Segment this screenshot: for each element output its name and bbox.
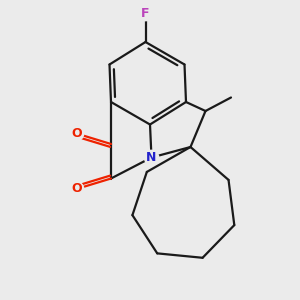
Text: N: N [146, 151, 157, 164]
Text: O: O [71, 182, 82, 196]
Circle shape [69, 182, 84, 196]
Circle shape [69, 126, 84, 141]
Circle shape [144, 150, 159, 165]
Text: F: F [141, 7, 150, 20]
Text: O: O [71, 127, 82, 140]
Circle shape [138, 6, 153, 21]
